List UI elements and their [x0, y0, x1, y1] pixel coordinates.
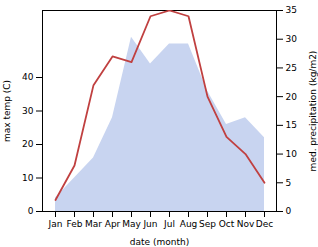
svg-text:10: 10: [22, 173, 34, 183]
svg-text:Nov: Nov: [237, 219, 255, 229]
svg-text:0: 0: [286, 206, 292, 216]
svg-text:10: 10: [286, 149, 298, 159]
svg-text:0: 0: [28, 206, 34, 216]
svg-text:Mar: Mar: [85, 219, 102, 229]
svg-text:Jun: Jun: [142, 219, 157, 229]
svg-text:med. precipitation (kg/m2): med. precipitation (kg/m2): [308, 51, 318, 172]
svg-text:Jan: Jan: [48, 219, 63, 229]
svg-text:date (month): date (month): [130, 237, 189, 247]
svg-text:Feb: Feb: [67, 219, 83, 229]
svg-text:5: 5: [286, 178, 292, 188]
svg-text:Dec: Dec: [256, 219, 273, 229]
svg-text:35: 35: [286, 5, 297, 15]
svg-text:30: 30: [286, 34, 298, 44]
svg-text:Sep: Sep: [199, 219, 216, 229]
svg-text:Aug: Aug: [180, 219, 198, 229]
svg-text:Oct: Oct: [219, 219, 235, 229]
svg-text:max temp (C): max temp (C): [2, 80, 12, 142]
svg-text:20: 20: [286, 92, 298, 102]
svg-text:20: 20: [22, 139, 34, 149]
svg-text:30: 30: [22, 106, 34, 116]
svg-text:May: May: [122, 219, 141, 229]
svg-text:40: 40: [22, 72, 34, 82]
svg-text:Jul: Jul: [163, 219, 175, 229]
svg-text:15: 15: [286, 120, 297, 130]
svg-text:25: 25: [286, 63, 297, 73]
svg-text:Apr: Apr: [105, 219, 121, 229]
